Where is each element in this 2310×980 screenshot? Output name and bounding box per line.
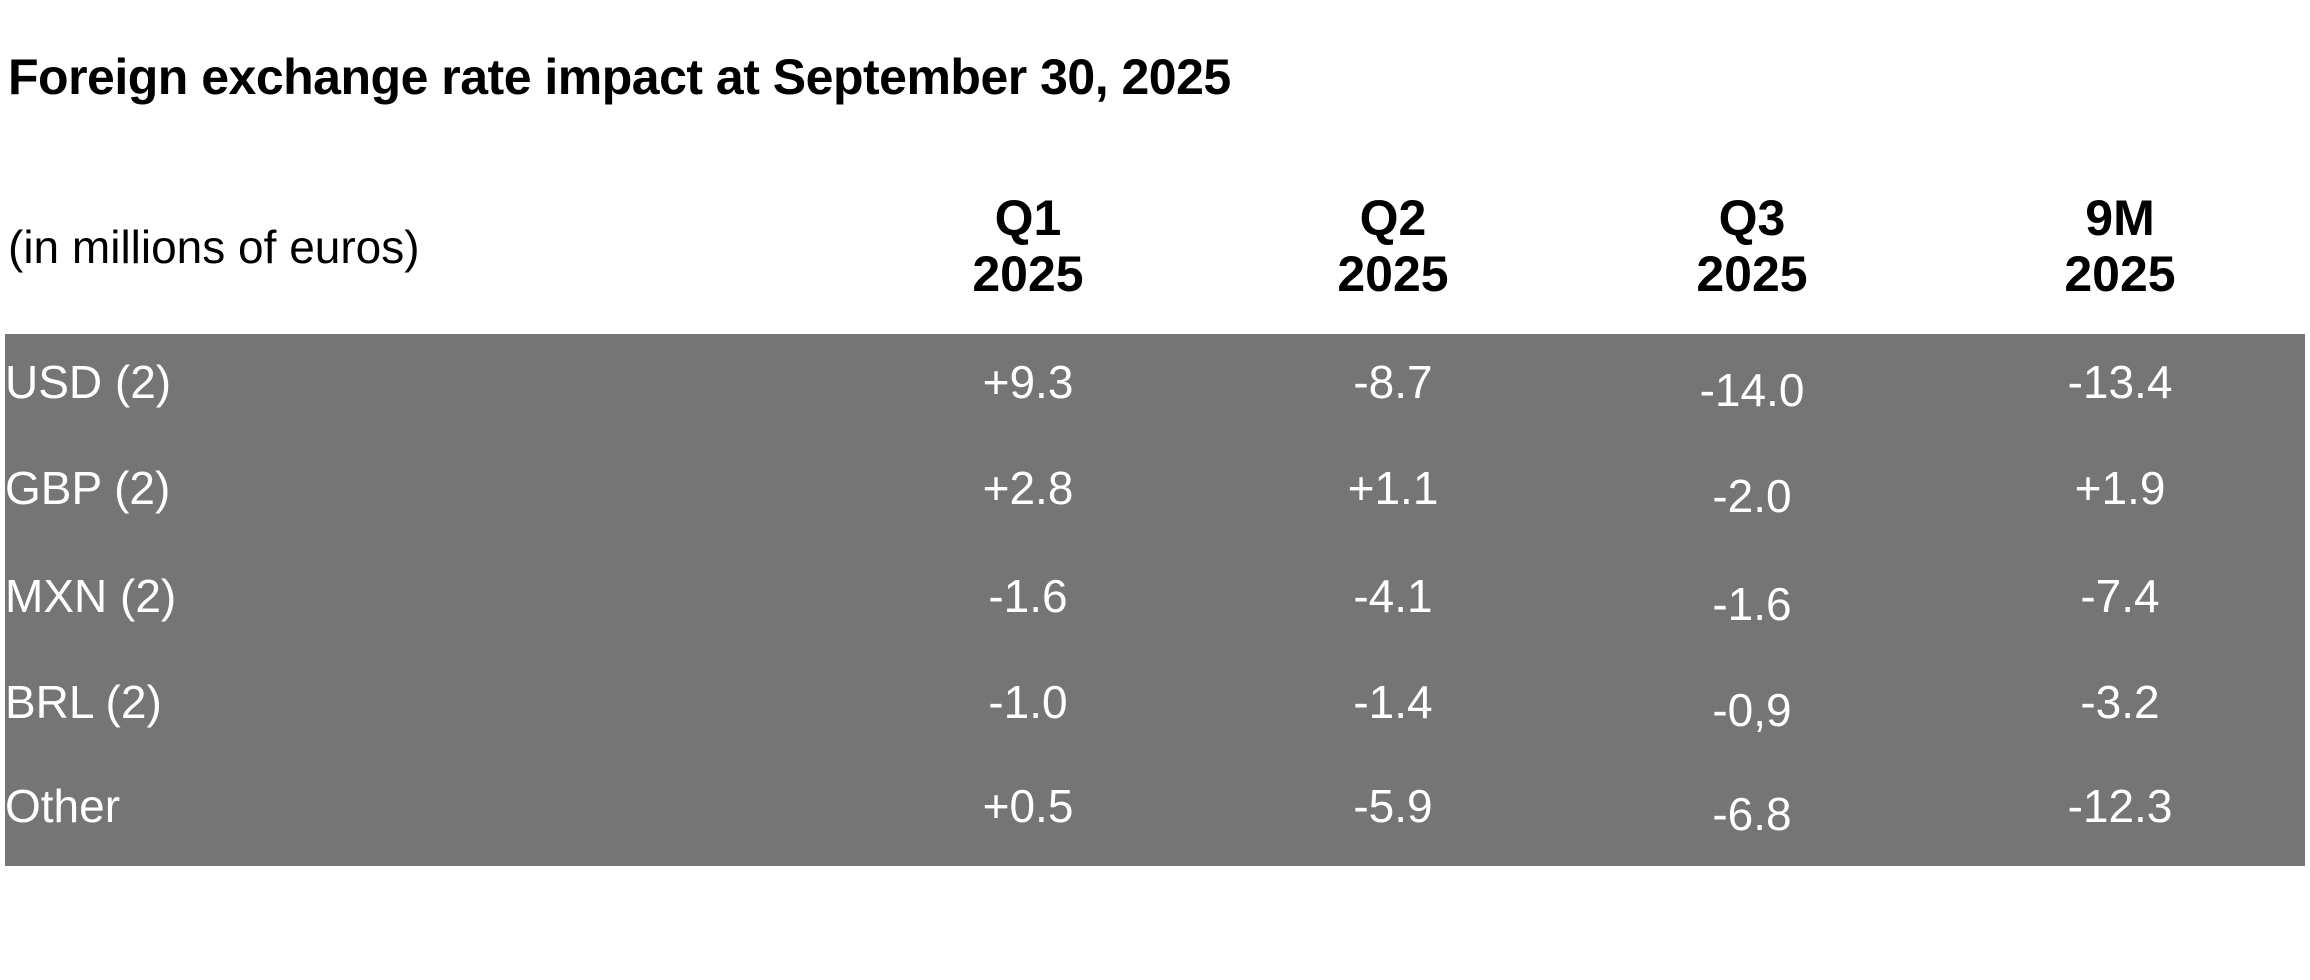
row-label: Other bbox=[5, 780, 121, 832]
table-cell: -13.4 bbox=[2067, 356, 2173, 408]
table-cell: -1.6 bbox=[1712, 578, 1792, 630]
column-header: 9M 2025 bbox=[1990, 190, 2250, 302]
table-cell: +1.1 bbox=[1347, 462, 1439, 514]
unit-label: (in millions of euros) bbox=[8, 221, 420, 273]
table-cell: -8.7 bbox=[1353, 356, 1433, 408]
table-cell: -1.6 bbox=[988, 570, 1068, 622]
column-header-line1: Q2 bbox=[1359, 190, 1427, 246]
table-cell: -1.0 bbox=[988, 676, 1068, 728]
column-header: Q3 2025 bbox=[1622, 190, 1882, 302]
table-cell: +2.8 bbox=[982, 462, 1074, 514]
table-cell: +0.5 bbox=[982, 780, 1074, 832]
data-table bbox=[5, 334, 2305, 866]
table-cell: -6.8 bbox=[1712, 788, 1792, 840]
column-header-line2: 2025 bbox=[972, 246, 1084, 302]
table-cell: -12.3 bbox=[2067, 780, 2173, 832]
column-header-line2: 2025 bbox=[2064, 246, 2176, 302]
row-label: GBP (2) bbox=[5, 462, 171, 514]
table-cell: -2.0 bbox=[1712, 470, 1792, 522]
table-cell: -4.1 bbox=[1353, 570, 1433, 622]
row-label: USD (2) bbox=[5, 356, 172, 408]
column-header: Q2 2025 bbox=[1263, 190, 1523, 302]
row-label: MXN (2) bbox=[5, 570, 177, 622]
column-header-line2: 2025 bbox=[1337, 246, 1449, 302]
table-cell: -3.2 bbox=[2080, 676, 2160, 728]
column-header-line1: 9M bbox=[2085, 190, 2155, 246]
table-cell: -0,9 bbox=[1712, 684, 1792, 736]
table-cell: -5.9 bbox=[1353, 780, 1433, 832]
column-header-line1: Q3 bbox=[1718, 190, 1786, 246]
column-header-line2: 2025 bbox=[1696, 246, 1808, 302]
table-cell: -7.4 bbox=[2080, 570, 2160, 622]
page-title: Foreign exchange rate impact at Septembe… bbox=[8, 49, 1231, 105]
table-cell: -1.4 bbox=[1353, 676, 1433, 728]
table-cell: -14.0 bbox=[1699, 364, 1805, 416]
column-header: Q1 2025 bbox=[898, 190, 1158, 302]
table-cell: +9.3 bbox=[982, 356, 1074, 408]
table-cell: +1.9 bbox=[2074, 462, 2166, 514]
row-label: BRL (2) bbox=[5, 676, 162, 728]
column-header-line1: Q1 bbox=[994, 190, 1062, 246]
